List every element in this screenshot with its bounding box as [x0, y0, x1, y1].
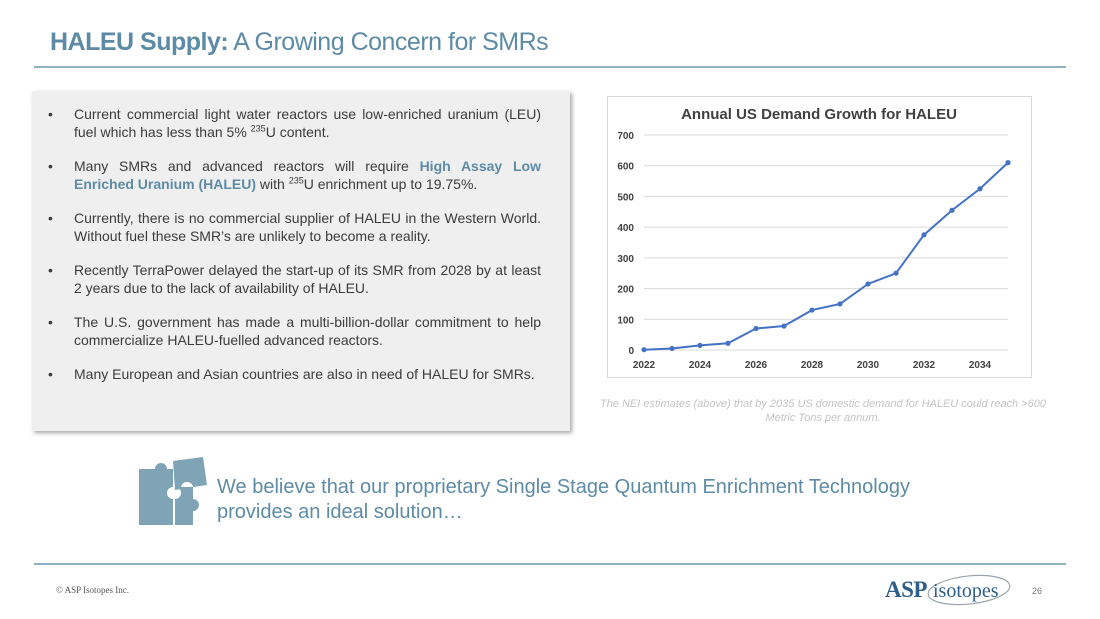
- y-tick-label: 100: [617, 315, 634, 326]
- page-title: HALEU Supply: A Growing Concern for SMRs: [50, 28, 549, 57]
- logo-ring-icon: [927, 574, 1011, 606]
- data-point: [725, 340, 731, 346]
- isotope-superscript: 235: [288, 175, 304, 186]
- title-bold: HALEU Supply:: [50, 28, 229, 56]
- y-tick-label: 500: [617, 192, 634, 203]
- title-rule: [34, 66, 1066, 68]
- bullet-item: Many SMRs and advanced reactors will req…: [48, 157, 541, 193]
- data-point: [753, 325, 759, 332]
- data-point: [781, 323, 787, 329]
- y-tick-label: 400: [617, 223, 634, 234]
- series-line: [643, 161, 1009, 351]
- x-tick-label: 2034: [969, 360, 992, 371]
- copyright: © ASP Isotopes Inc.: [56, 585, 130, 595]
- bullet-text: with: [256, 176, 289, 192]
- x-tick-label: 2024: [689, 360, 712, 371]
- x-tick-label: 2026: [745, 360, 768, 371]
- bullet-list: Current commercial light water reactors …: [32, 91, 570, 383]
- chart-svg: Annual US Demand Growth for HALEU 0 100 200…: [617, 106, 1011, 371]
- bullet-item: Recently TerraPower delayed the start-up…: [48, 261, 541, 297]
- data-point: [977, 186, 983, 192]
- bullet-text: The U.S. government has made a multi-bil…: [74, 314, 541, 348]
- footer-rule: [34, 563, 1066, 565]
- bullet-text: U content.: [265, 124, 330, 140]
- title-rest: A Growing Concern for SMRs: [228, 28, 549, 56]
- chart-caption: The NEI estimates (above) that by 2035 U…: [599, 398, 1047, 424]
- bullet-text: Currently, there is no commercial suppli…: [74, 210, 541, 244]
- highlight-term: High Assay Low Enriched Uranium (HALEU): [74, 158, 541, 192]
- bullet-text: Current commercial light water reactors …: [74, 106, 541, 140]
- demand-chart: Annual US Demand Growth for HALEU 0 100 200…: [607, 96, 1032, 378]
- bullet-text: Many European and Asian countries are al…: [74, 366, 535, 382]
- bullet-text: U enrichment up to 19.75%.: [303, 176, 478, 192]
- y-tick-label: 600: [617, 162, 634, 173]
- data-point: [697, 342, 703, 348]
- asp-isotopes-logo: ASP isotopes: [885, 571, 1025, 611]
- y-tick-label: 300: [617, 254, 634, 265]
- logo-asp: ASP: [885, 577, 927, 602]
- data-point: [865, 281, 871, 287]
- data-point: [837, 301, 843, 307]
- believe-statement: We believe that our proprietary Single S…: [217, 476, 910, 523]
- page-number: 26: [1032, 586, 1043, 596]
- x-tick-label: 2022: [633, 360, 656, 371]
- data-point: [809, 307, 815, 313]
- chart-title: Annual US Demand Growth for HALEU: [681, 106, 957, 123]
- bullet-item: Many European and Asian countries are al…: [48, 365, 541, 383]
- bullet-text: Recently TerraPower delayed the start-up…: [74, 262, 541, 296]
- bullet-item: The U.S. government has made a multi-bil…: [48, 313, 541, 349]
- data-point: [921, 232, 927, 238]
- bullet-item: Current commercial light water reactors …: [48, 105, 541, 141]
- y-tick-label: 200: [617, 285, 634, 296]
- y-tick-label: 0: [628, 346, 634, 357]
- x-tick-label: 2030: [857, 360, 880, 371]
- data-point: [893, 270, 899, 276]
- bullet-text: Many SMRs and advanced reactors will req…: [74, 158, 420, 174]
- bullet-panel: Current commercial light water reactors …: [32, 91, 570, 431]
- data-point: [641, 347, 647, 353]
- x-tick-label: 2028: [801, 360, 824, 371]
- bullet-item: Currently, there is no commercial suppli…: [48, 209, 541, 245]
- puzzle-icon: [139, 457, 207, 525]
- y-tick-label: 700: [617, 131, 634, 142]
- x-tick-label: 2032: [913, 360, 936, 371]
- data-point: [1005, 160, 1011, 166]
- data-point: [669, 345, 675, 352]
- isotope-superscript: 235: [250, 123, 266, 134]
- logo-isotopes: isotopes: [933, 580, 999, 602]
- data-point: [949, 207, 955, 213]
